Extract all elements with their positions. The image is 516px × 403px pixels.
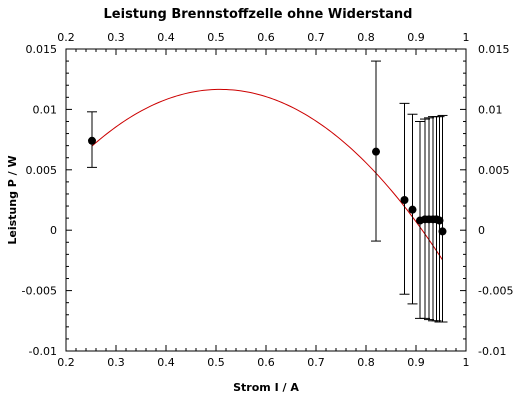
y-tick-label-right: 0 <box>478 224 485 237</box>
y-tick-label-right: -0.005 <box>478 285 513 298</box>
axis-ticks: 0.2 0.2 0.3 0.3 0.4 0.4 0.5 0.5 0.6 0.6 0.7 0.7 0.8 0… <box>22 31 514 369</box>
fit-curve-layer <box>91 88 443 261</box>
y-tick-label-left: 0.01 <box>33 103 58 116</box>
x-tick-label-bottom: 0.6 <box>257 356 275 369</box>
x-tick-label-top: 0.4 <box>157 31 175 44</box>
data-points-layer <box>87 60 448 323</box>
data-point <box>438 227 447 236</box>
x-tick-label-bottom: 0.2 <box>57 356 75 369</box>
x-tick-label-bottom: 0.3 <box>107 356 125 369</box>
x-tick-label-bottom: 0.4 <box>157 356 175 369</box>
data-point <box>400 196 409 204</box>
x-tick-label-top: 0.8 <box>357 31 375 44</box>
x-tick-label-top: 0.2 <box>57 31 75 44</box>
y-tick-label-right: 0.01 <box>478 103 503 116</box>
y-tick-label-left: -0.01 <box>29 345 57 358</box>
y-axis-title: Leistung P / W <box>6 155 19 244</box>
y-tick-label-right: 0.005 <box>478 164 510 177</box>
data-point <box>372 147 380 156</box>
chart-title: Leistung Brennstoffzelle ohne Widerstand <box>104 7 413 22</box>
y-tick-label-left: -0.005 <box>22 285 57 298</box>
x-axis-title: Strom I / A <box>233 381 299 394</box>
x-tick-label-bottom: 0.5 <box>207 356 225 369</box>
y-tick-label-right: -0.01 <box>478 345 506 358</box>
y-tick-label-left: 0 <box>50 224 57 237</box>
y-tick-label-left: 0.005 <box>26 164 58 177</box>
data-point <box>408 205 417 214</box>
y-tick-label-right: 0.015 <box>478 43 510 56</box>
x-tick-label-bottom: 0.9 <box>407 356 425 369</box>
x-tick-label-bottom: 0.7 <box>307 356 325 369</box>
x-tick-label-top: 1 <box>463 31 470 44</box>
x-tick-label-top: 0.5 <box>207 31 225 44</box>
y-tick-label-left: 0.015 <box>26 43 58 56</box>
x-tick-label-top: 0.6 <box>257 31 275 44</box>
fit-curve <box>91 88 443 261</box>
x-tick-label-bottom: 0.8 <box>357 356 375 369</box>
x-tick-label-top: 0.3 <box>107 31 125 44</box>
data-point <box>435 216 444 225</box>
x-tick-label-top: 0.7 <box>307 31 325 44</box>
data-point <box>88 136 96 145</box>
x-tick-label-bottom: 1 <box>463 356 470 369</box>
x-tick-label-top: 0.9 <box>407 31 425 44</box>
